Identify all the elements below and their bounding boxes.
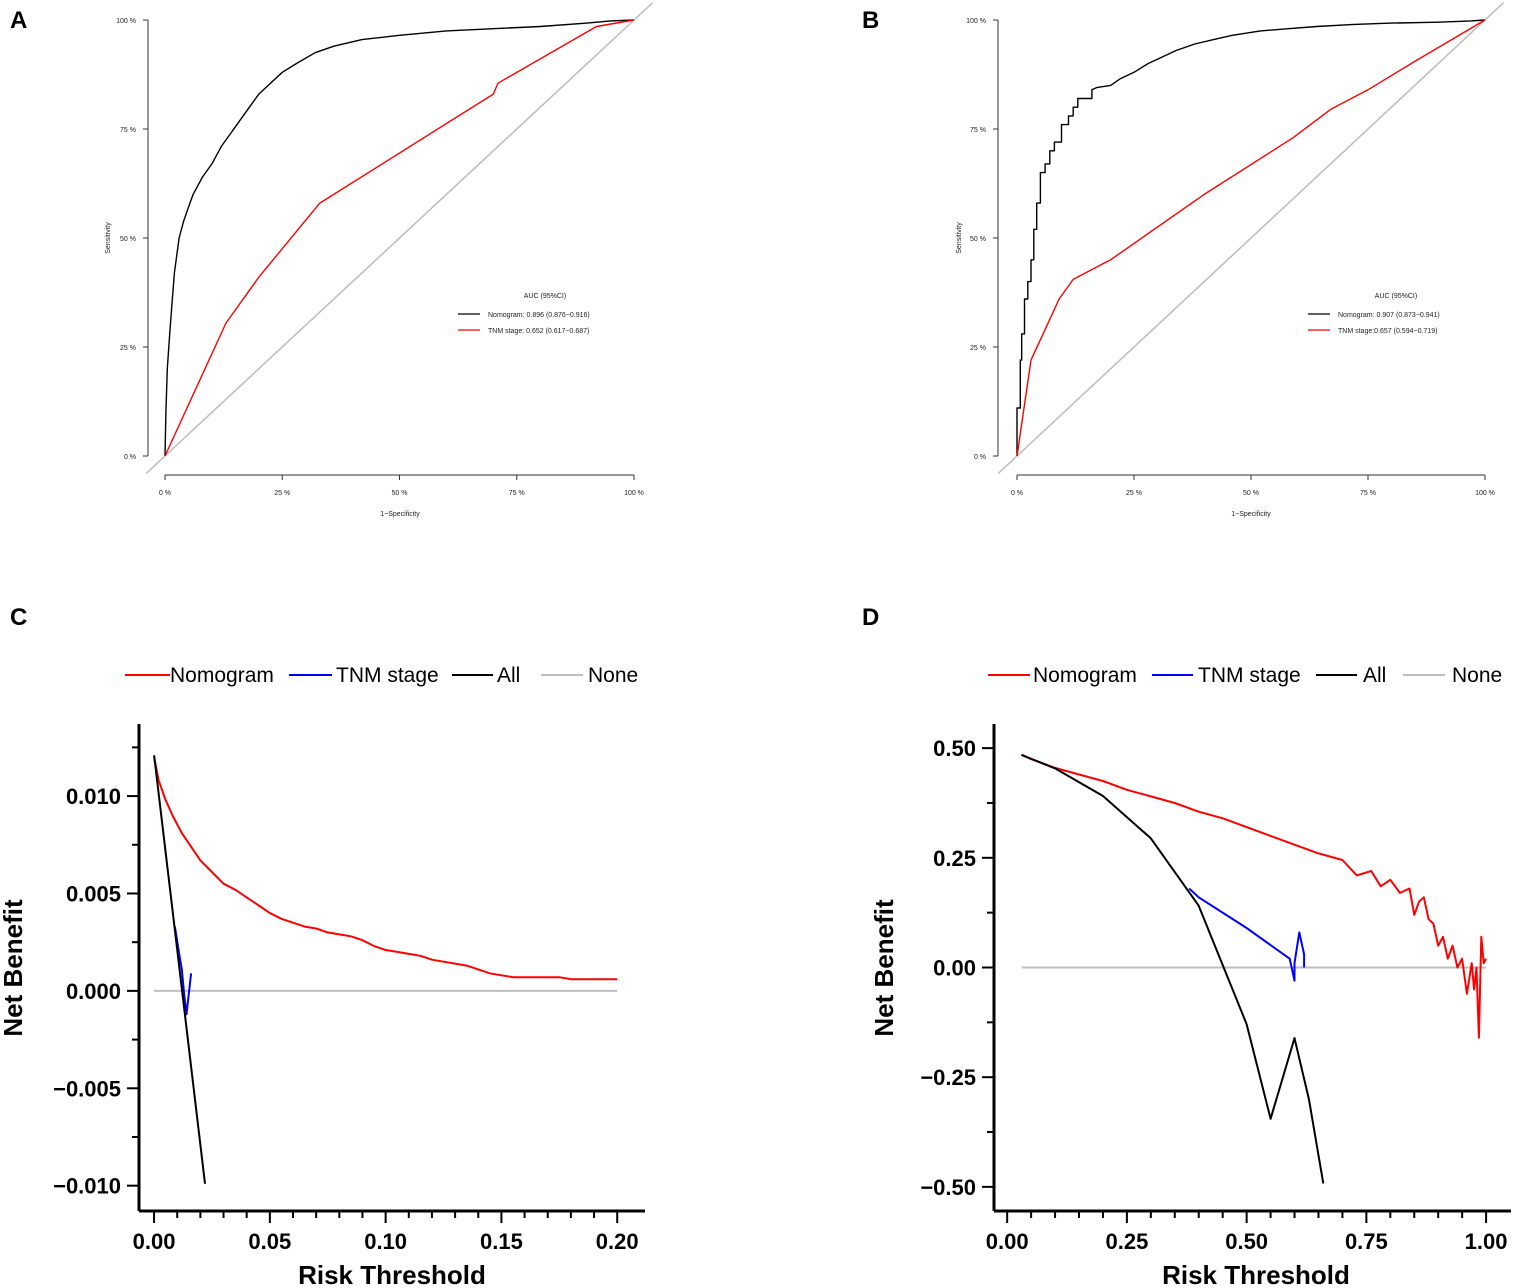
x-tick-label: 0 % [1011, 490, 1023, 497]
y-tick-label: 0.000 [66, 979, 121, 1004]
y-axis-title: Net Benefit [0, 899, 28, 1037]
series-line-tnm-stage [173, 926, 193, 1016]
legend-label-nomogram: Nomogram: 0.907 (0.873−0.941) [1338, 312, 1440, 319]
x-axis-title: 1−Specificity [380, 511, 420, 518]
legend-label-nomogram: Nomogram [1033, 664, 1137, 687]
x-axis-title: Risk Threshold [298, 1260, 486, 1288]
legend-label-nomogram: Nomogram [170, 664, 274, 687]
legend-title: AUC (95%CI) [524, 293, 566, 300]
y-tick-label: 0.010 [66, 784, 121, 809]
series-line-nomogram [164, 19, 635, 457]
x-tick-label: 0.25 [1105, 1229, 1148, 1254]
x-tick-label: 100 % [1475, 490, 1495, 497]
x-tick-label: 0.15 [480, 1229, 523, 1254]
x-tick-label: 100 % [624, 490, 644, 497]
legend-label-none: None [588, 664, 638, 687]
x-tick-label: 0.05 [248, 1229, 291, 1254]
series-line-tnm-stage [164, 19, 635, 457]
y-tick-label: −0.010 [53, 1174, 121, 1199]
y-tick-label: 75 % [120, 127, 136, 134]
x-axis-title: 1−Specificity [1231, 511, 1271, 518]
panel-label-d: D [862, 604, 879, 631]
x-tick-label: 25 % [274, 490, 290, 497]
panel-label-b: B [862, 7, 879, 34]
x-tick-label: 0 % [159, 490, 171, 497]
series-line-tnm-stage [1188, 887, 1306, 982]
x-tick-label: 25 % [1126, 490, 1142, 497]
x-tick-label: 0.50 [1225, 1229, 1268, 1254]
x-axis-title: Risk Threshold [1162, 1260, 1350, 1288]
x-tick-label: 75 % [1360, 490, 1376, 497]
legend-label-all: All [497, 664, 520, 687]
series-line-all [153, 755, 206, 1184]
series-line-reference [145, 2, 654, 474]
x-tick-label: 0.75 [1345, 1229, 1388, 1254]
y-tick-label: 0 % [124, 454, 136, 461]
y-tick-label: 100 % [116, 18, 136, 25]
x-tick-label: 1.00 [1465, 1229, 1508, 1254]
y-tick-label: 0.005 [66, 881, 121, 906]
y-tick-label: −0.50 [920, 1175, 976, 1200]
y-tick-label: 75 % [970, 127, 986, 134]
dca-chart-c: Nomogram TNM stage All None 0.00 0.05 0.10… [0, 664, 645, 1288]
y-tick-label: 0 % [974, 454, 986, 461]
x-tick-label: 0.00 [986, 1229, 1029, 1254]
x-tick-label: 50 % [1243, 490, 1259, 497]
panel-label-c: C [10, 604, 27, 631]
panel-label-a: A [10, 7, 27, 34]
legend-label-tnm: TNM stage [1198, 664, 1301, 687]
y-tick-label: 50 % [120, 236, 136, 243]
series-line-nomogram [1016, 19, 1486, 456]
y-tick-label: 0.25 [933, 846, 976, 871]
y-tick-label: −0.25 [920, 1065, 976, 1090]
y-tick-label: 25 % [970, 345, 986, 352]
y-tick-label: 25 % [120, 345, 136, 352]
roc-chart-b: 0 % 25 % 50 % 75 % 100 % 0 % 25 % 50 % 75 % 100 … [956, 2, 1505, 518]
y-tick-label: 50 % [970, 236, 986, 243]
series-line-reference [997, 2, 1505, 474]
x-tick-label: 0.20 [596, 1229, 639, 1254]
y-tick-label: 100 % [966, 18, 986, 25]
x-tick-label: 0.10 [364, 1229, 407, 1254]
y-tick-label: −0.005 [53, 1076, 121, 1101]
y-axis-title: Sensitivity [956, 222, 963, 254]
y-axis-title: Net Benefit [869, 899, 899, 1037]
y-axis-title: Sensitivity [105, 222, 112, 254]
series-line-nomogram [153, 756, 618, 981]
series-line-all [1021, 753, 1325, 1184]
legend-label-tnm: TNM stage [336, 664, 439, 687]
legend-label-nomogram: Nomogram: 0.896 (0.876−0.916) [488, 312, 590, 319]
legend-title: AUC (95%CI) [1375, 293, 1417, 300]
x-tick-label: 50 % [392, 490, 408, 497]
roc-chart-a: 0 % 25 % 50 % 75 % 100 % 0 % 25 % 50 % 75 % 100 … [105, 2, 654, 518]
legend-label-all: All [1363, 664, 1386, 687]
legend-label-none: None [1452, 664, 1502, 687]
legend-label-tnm: TNM stage: 0.652 (0.617−0.687) [488, 328, 589, 335]
legend-label-tnm: TNM stage:0.657 (0.594−0.719) [1338, 328, 1437, 335]
y-tick-label: 0.00 [933, 956, 976, 981]
series-line-tnm-stage [1016, 19, 1486, 457]
y-tick-label: 0.50 [933, 736, 976, 761]
series-line-nomogram [1021, 753, 1487, 1039]
dca-chart-d: Nomogram TNM stage All None 0.00 0.25 0.50… [869, 664, 1511, 1288]
x-tick-label: 75 % [509, 490, 525, 497]
x-tick-label: 0.00 [133, 1229, 176, 1254]
